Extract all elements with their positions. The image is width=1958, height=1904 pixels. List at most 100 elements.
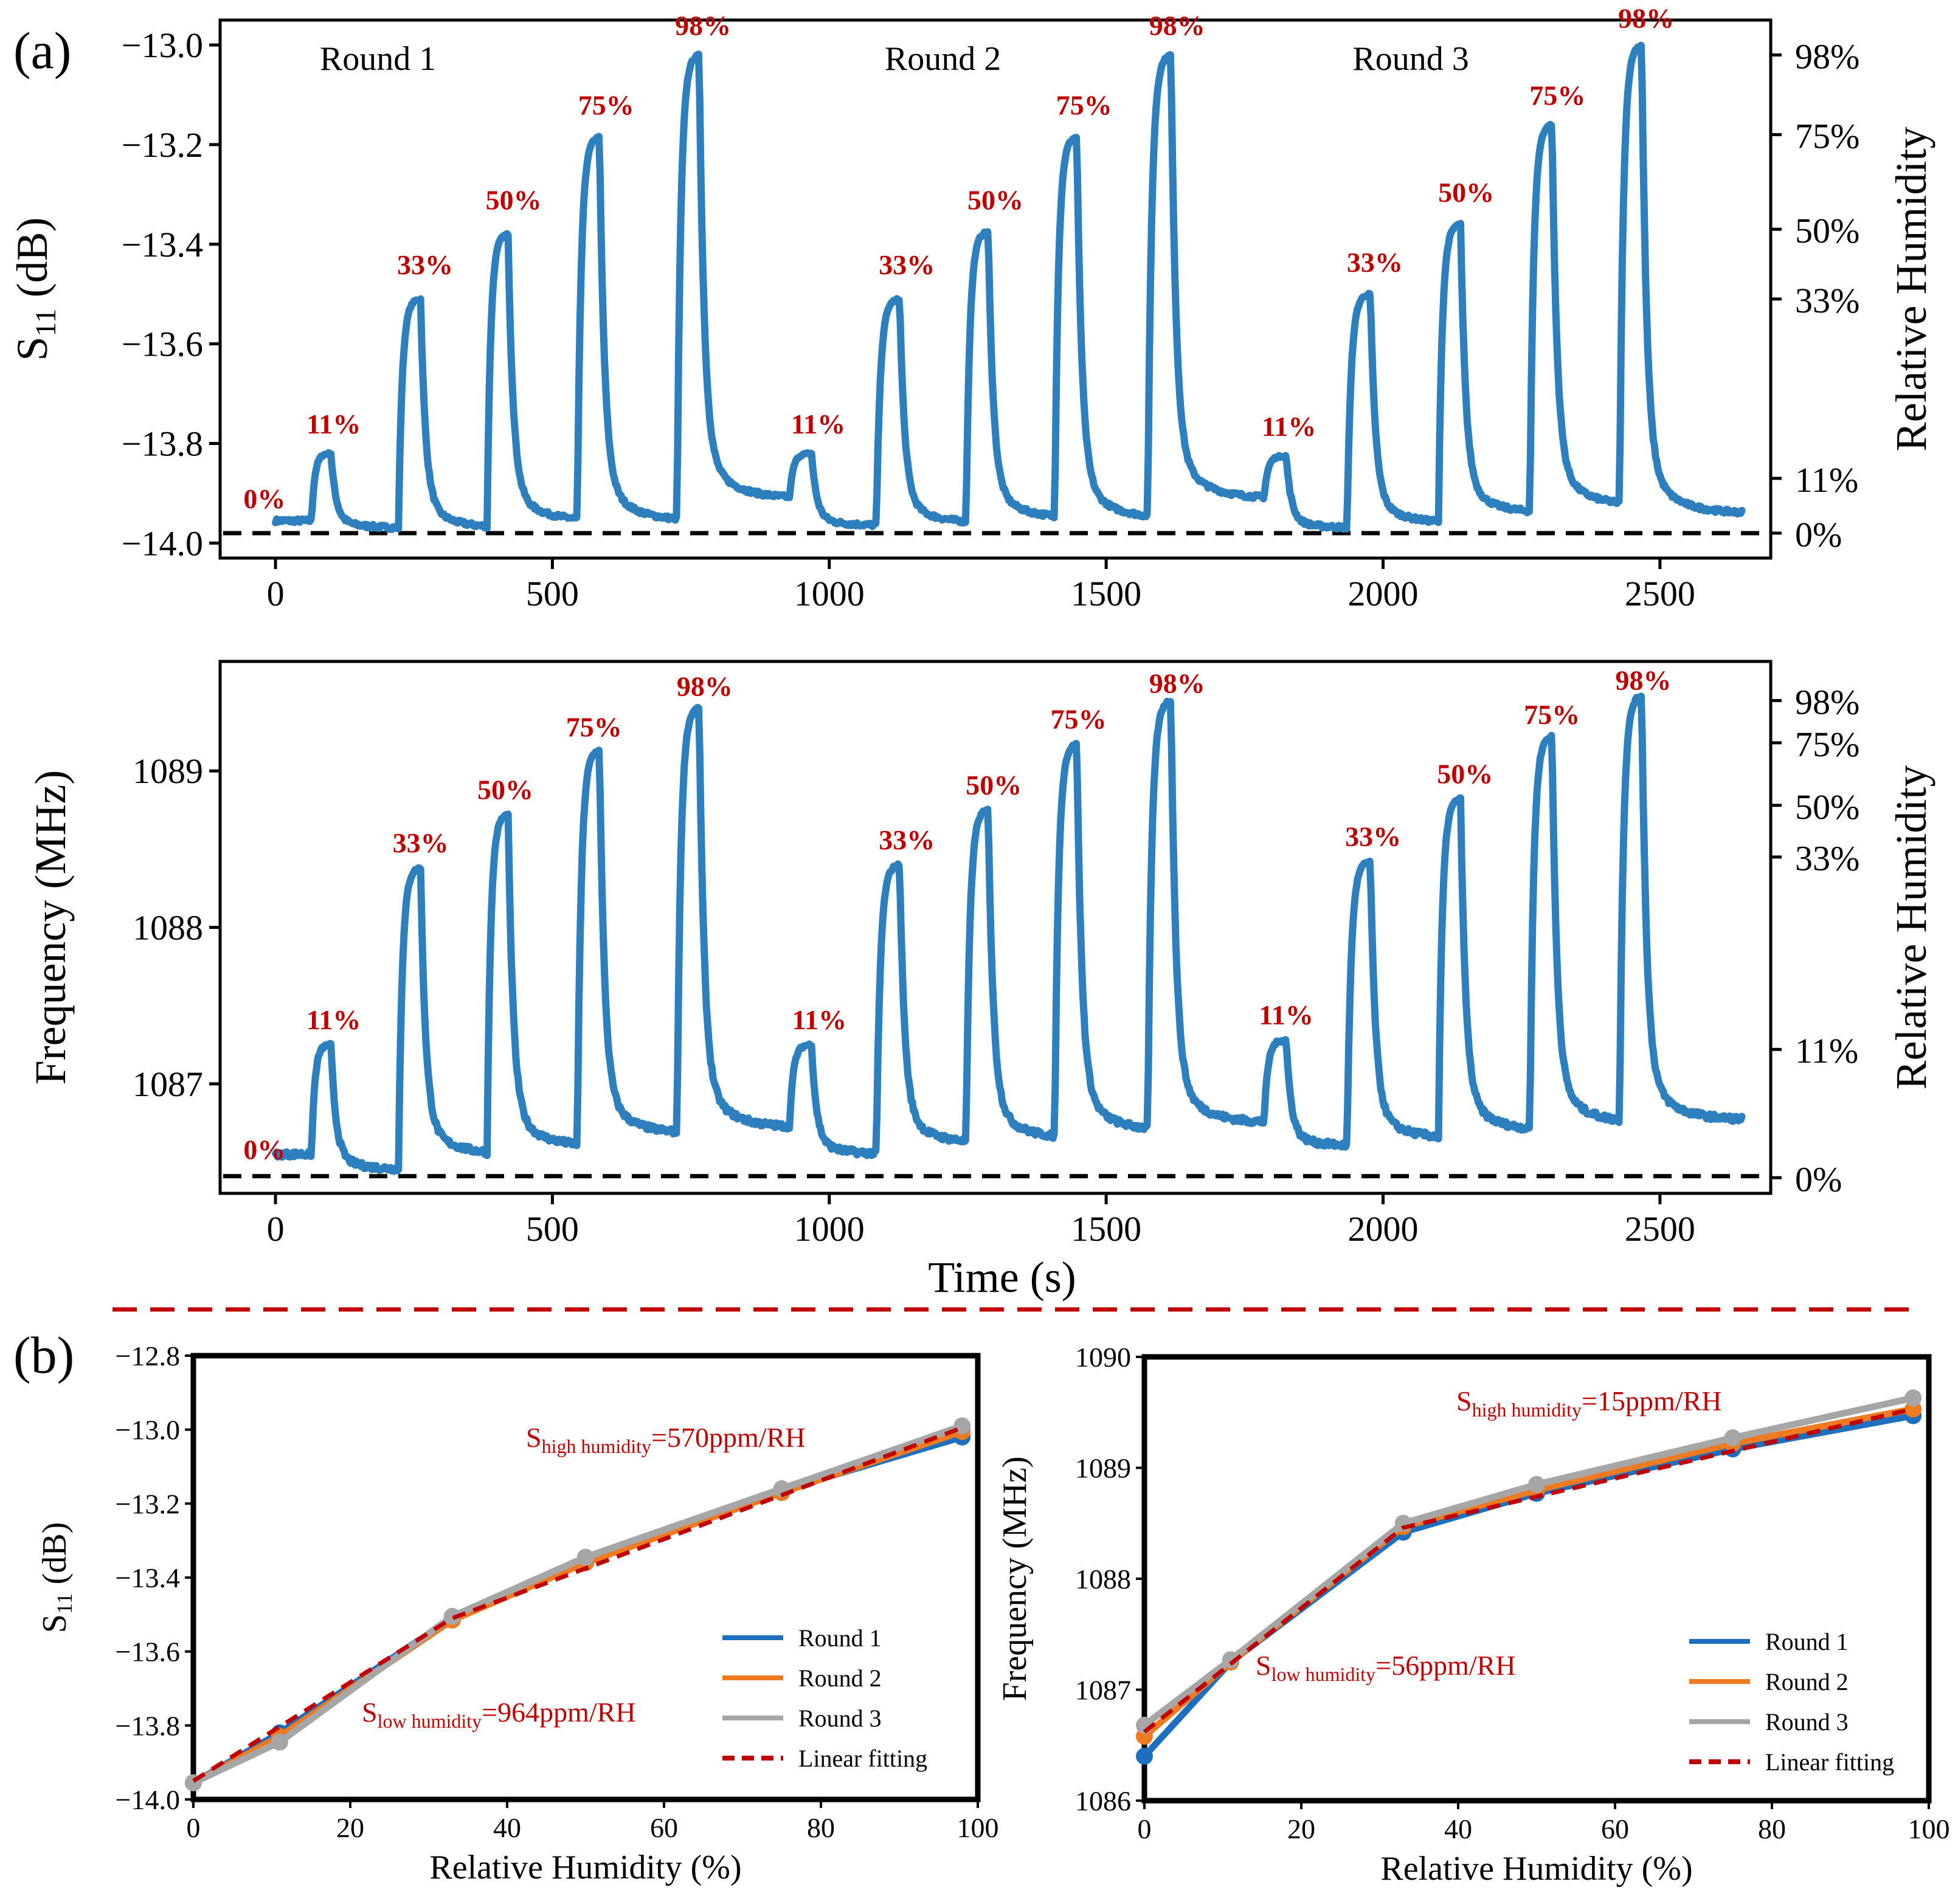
legend-label: Round 1 (1765, 1628, 1849, 1655)
x-tick-label: 40 (493, 1812, 521, 1843)
data-point-round-3 (1528, 1475, 1545, 1493)
y-axis-label-main: S (36, 1614, 74, 1633)
series-line-round-3 (192, 1423, 964, 1786)
y-tick-label: −13.2 (116, 1488, 180, 1519)
x-tick-label: 0 (1138, 1813, 1152, 1844)
x-tick-label: 80 (1758, 1813, 1786, 1844)
legend-label: Round 3 (1765, 1708, 1849, 1736)
rh-tick-label: 33% (1795, 281, 1859, 320)
linear-fit-line (192, 1426, 963, 1783)
x-tick-label: 0 (267, 1209, 285, 1249)
peak-humidity-label: 98% (1149, 667, 1205, 698)
data-point-round-3 (271, 1733, 288, 1751)
series-line-round-3 (1142, 1395, 1914, 1728)
y-tick-label: 1089 (133, 751, 203, 791)
y-tick-label: −13.0 (122, 26, 203, 65)
y-axis-label-sub: 11 (30, 308, 62, 336)
x-tick-label: 0 (267, 574, 285, 613)
peak-humidity-label: 11% (1259, 999, 1313, 1030)
y-tick-label: −14.0 (122, 523, 203, 563)
rh-tick-label: 33% (1795, 839, 1859, 878)
peak-humidity-label: 50% (966, 770, 1022, 801)
y-axis-label-unit: (dB) (8, 217, 57, 308)
chart-a-s11-time: 0 500 1000 1500 2000 2500 −14.0 −13.8 −13.6 −13.4… (8, 2, 1936, 613)
x-tick-label: 1000 (794, 574, 865, 613)
legend-label: Round 2 (1765, 1668, 1849, 1695)
rh-tick-label: 50% (1795, 787, 1859, 827)
x-axis-label-time: Time (s) (928, 1253, 1076, 1302)
x-tick-label: 1500 (1071, 1209, 1141, 1249)
peak-humidity-label: 98% (1149, 10, 1205, 41)
peak-humidity-label: 75% (578, 90, 634, 121)
chart-a-frequency-time: 0 500 1000 1500 2000 250010871088108998%75%50… (26, 660, 1936, 1249)
peak-humidity-label: 50% (967, 184, 1023, 215)
response-trace (272, 41, 1746, 533)
panel-a-label: (a) (13, 21, 71, 80)
sensitivity-annotation: Shigh humidity=570ppm/RH (526, 1422, 805, 1457)
linear-fit-line (1143, 1407, 1914, 1734)
annotation-value: =15ppm/RH (1582, 1385, 1721, 1416)
rh-tick-label: 75% (1795, 725, 1859, 764)
annotation-value: =56ppm/RH (1375, 1650, 1515, 1681)
x-tick-label: 100 (957, 1812, 999, 1843)
annotation-value: =570ppm/RH (651, 1422, 805, 1453)
peak-humidity-label: 33% (879, 249, 935, 280)
annotation-sub: high humidity (542, 1435, 651, 1457)
y-tick-label: −12.8 (116, 1340, 180, 1371)
peak-humidity-label: 75% (566, 712, 622, 743)
peak-humidity-label: 33% (397, 249, 453, 280)
peak-humidity-label: 98% (677, 671, 733, 702)
y-tick-label: −13.4 (116, 1562, 180, 1593)
y-tick-label: 1087 (1075, 1675, 1131, 1706)
y-axis-label-main: S (8, 337, 57, 361)
y-axis-label-sub: 11 (52, 1593, 77, 1614)
legend-label: Linear fitting (1765, 1748, 1894, 1776)
annotation-main: S (1256, 1650, 1271, 1681)
legend-label: Linear fitting (798, 1745, 927, 1772)
peak-humidity-label: 50% (477, 774, 533, 805)
rh-tick-label: 50% (1795, 211, 1859, 250)
data-point-round-3 (577, 1548, 594, 1566)
y-tick-label: 1088 (1075, 1564, 1131, 1595)
plot-frame (218, 660, 1773, 1195)
y-tick-label: −13.8 (116, 1710, 180, 1741)
x-axis-label: Relative Humidity (%) (1380, 1850, 1692, 1888)
peak-humidity-label: 0% (243, 483, 285, 514)
peak-humidity-label: 98% (675, 10, 731, 41)
peak-humidity-label: 75% (1056, 90, 1112, 121)
data-point-round-3 (443, 1607, 461, 1625)
data-point-round-3 (953, 1417, 971, 1435)
peak-humidity-label: 50% (486, 184, 542, 215)
legend-label: Round 3 (798, 1705, 882, 1732)
rh-tick-label: 98% (1795, 682, 1859, 722)
x-tick-label: 20 (336, 1812, 364, 1843)
rh-tick-label: 98% (1795, 36, 1859, 76)
annotation-sub: low humidity (378, 1710, 482, 1732)
annotation-main: S (362, 1697, 378, 1728)
y-tick-label: −13.4 (122, 225, 203, 264)
y-tick-label: 1086 (1075, 1785, 1131, 1816)
y-tick-label: −14.0 (116, 1784, 180, 1815)
rh-tick-label: 11% (1795, 460, 1858, 500)
peak-humidity-label: 33% (393, 827, 449, 858)
y-axis-label-unit: (dB) (36, 1522, 74, 1593)
peak-humidity-label: 75% (1524, 699, 1580, 730)
x-tick-label: 80 (807, 1812, 835, 1843)
x-tick-label: 0 (187, 1812, 201, 1843)
data-point-round-3 (1222, 1651, 1239, 1669)
rh-tick-label: 11% (1795, 1031, 1858, 1071)
plot-frame (190, 1353, 981, 1802)
annotation-main: S (526, 1422, 542, 1453)
y-tick-label: 1088 (133, 908, 203, 948)
chart-b-s11-humidity: 0 20 40 60 80 100 −14.0 −13.8 −13.6 −13.4 −13.2 −13… (36, 1340, 999, 1886)
data-point-round-1 (1136, 1748, 1153, 1765)
x-tick-label: 2000 (1348, 1209, 1419, 1249)
x-tick-label: 500 (526, 1209, 579, 1249)
y-axis-label: Frequency (MHz) (996, 1457, 1034, 1702)
rh-tick-label: 75% (1795, 116, 1859, 156)
data-point-round-3 (1724, 1429, 1742, 1447)
annotation-value: =964ppm/RH (482, 1697, 635, 1728)
panel-b-label: (b) (13, 1326, 74, 1384)
peak-humidity-label: 11% (1262, 411, 1316, 442)
